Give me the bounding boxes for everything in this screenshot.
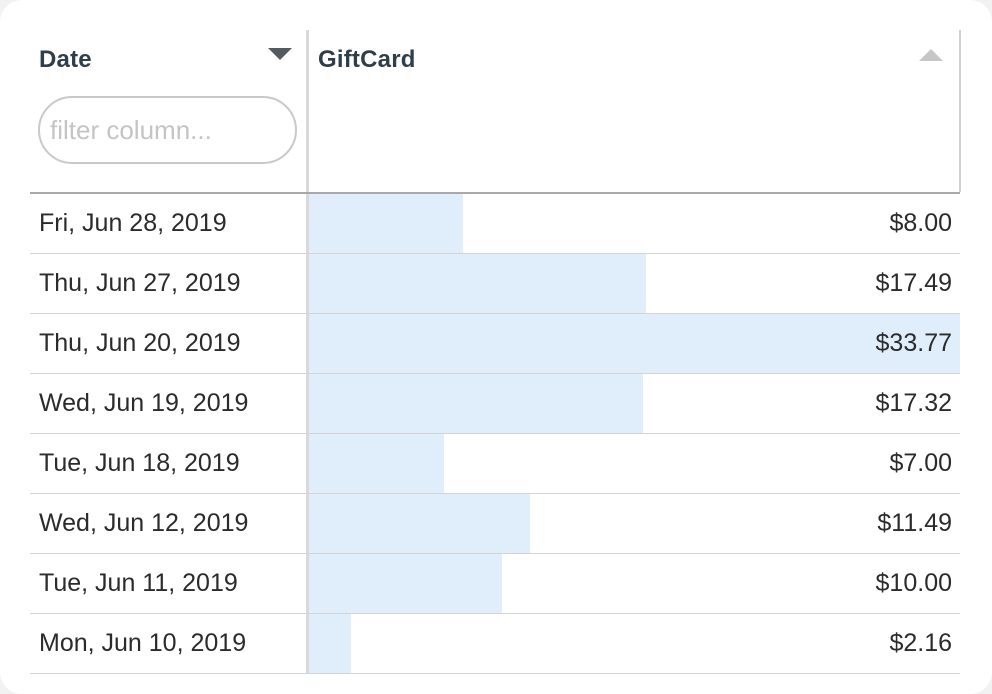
- giftcard-cell: $17.49: [309, 254, 960, 313]
- table-row[interactable]: Thu, Jun 27, 2019 $17.49: [30, 254, 960, 314]
- giftcard-cell: $8.00: [309, 194, 960, 253]
- value-bar: [309, 374, 643, 433]
- giftcard-value: $17.32: [875, 389, 952, 417]
- giftcard-value: $33.77: [875, 329, 952, 357]
- giftcard-value: $2.16: [889, 629, 952, 657]
- giftcard-cell: $10.00: [309, 554, 960, 613]
- date-cell: Tue, Jun 18, 2019: [30, 434, 309, 493]
- value-bar: [309, 494, 530, 553]
- table-header: Date GiftCard: [30, 30, 961, 194]
- giftcard-value: $11.49: [877, 509, 952, 537]
- giftcard-value: $10.00: [875, 569, 952, 597]
- table-row[interactable]: Tue, Jun 18, 2019 $7.00: [30, 434, 960, 494]
- table-body: Fri, Jun 28, 2019 $8.00 Thu, Jun 27, 2019 $…: [30, 194, 960, 674]
- table-row[interactable]: Fri, Jun 28, 2019 $8.00: [30, 194, 960, 254]
- date-value: Wed, Jun 19, 2019: [39, 389, 249, 417]
- date-value: Thu, Jun 27, 2019: [39, 269, 241, 297]
- giftcard-column-header: GiftCard: [309, 30, 961, 192]
- giftcard-cell: $7.00: [309, 434, 960, 493]
- giftcard-cell: $2.16: [309, 614, 960, 673]
- giftcard-column-title[interactable]: GiftCard: [318, 46, 416, 73]
- date-value: Thu, Jun 20, 2019: [39, 329, 241, 357]
- date-value: Fri, Jun 28, 2019: [39, 209, 227, 237]
- giftcard-value: $17.49: [875, 269, 952, 297]
- table-row[interactable]: Wed, Jun 19, 2019 $17.32: [30, 374, 960, 434]
- sort-descending-icon[interactable]: [268, 48, 292, 60]
- date-value: Tue, Jun 18, 2019: [39, 449, 240, 477]
- giftcard-value: $8.00: [889, 209, 952, 237]
- table-row[interactable]: Thu, Jun 20, 2019 $33.77: [30, 314, 960, 374]
- giftcard-cell: $33.77: [309, 314, 960, 373]
- date-filter-input[interactable]: [38, 96, 297, 164]
- date-cell: Wed, Jun 19, 2019: [30, 374, 309, 433]
- table-row[interactable]: Tue, Jun 11, 2019 $10.00: [30, 554, 960, 614]
- value-bar: [309, 314, 960, 373]
- date-cell: Wed, Jun 12, 2019: [30, 494, 309, 553]
- date-value: Tue, Jun 11, 2019: [39, 569, 238, 597]
- date-cell: Thu, Jun 20, 2019: [30, 314, 309, 373]
- date-value: Wed, Jun 12, 2019: [39, 509, 249, 537]
- value-bar: [309, 194, 463, 253]
- date-column-title[interactable]: Date: [39, 46, 92, 73]
- giftcard-cell: $17.32: [309, 374, 960, 433]
- giftcard-cell: $11.49: [309, 494, 960, 553]
- sort-ascending-icon[interactable]: [919, 49, 943, 61]
- date-cell: Thu, Jun 27, 2019: [30, 254, 309, 313]
- date-cell: Tue, Jun 11, 2019: [30, 554, 309, 613]
- date-cell: Mon, Jun 10, 2019: [30, 614, 309, 673]
- value-bar: [309, 614, 351, 673]
- data-table: Date GiftCard Fri, Jun 28, 2019 $8.00 Thu,…: [30, 30, 961, 674]
- date-column-header: Date: [30, 30, 309, 192]
- value-bar: [309, 554, 502, 613]
- giftcard-value: $7.00: [889, 449, 952, 477]
- table-row[interactable]: Mon, Jun 10, 2019 $2.16: [30, 614, 960, 674]
- date-value: Mon, Jun 10, 2019: [39, 629, 247, 657]
- value-bar: [309, 254, 646, 313]
- table-row[interactable]: Wed, Jun 12, 2019 $11.49: [30, 494, 960, 554]
- value-bar: [309, 434, 444, 493]
- date-cell: Fri, Jun 28, 2019: [30, 194, 309, 253]
